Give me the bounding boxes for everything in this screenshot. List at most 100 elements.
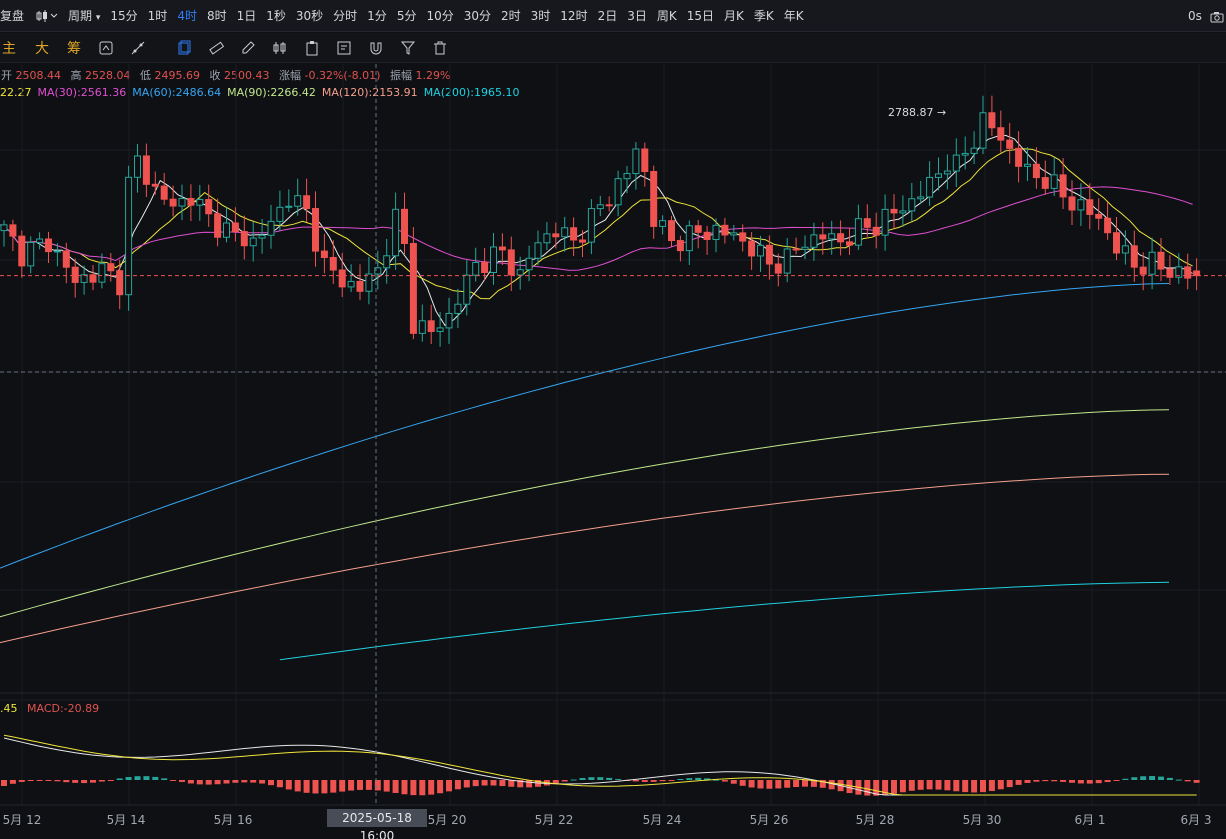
interval-button[interactable]: 1秒	[266, 8, 286, 23]
close-label: 收	[209, 69, 221, 82]
macd-bar	[187, 780, 194, 784]
interval-button[interactable]: 4时	[177, 8, 197, 23]
candle-body	[294, 195, 302, 207]
macd-bar	[757, 780, 764, 789]
price-chart[interactable]	[0, 64, 1226, 807]
candle-body	[952, 154, 960, 172]
interval-button[interactable]: 周K	[656, 8, 677, 23]
interval-button[interactable]: 1分	[367, 8, 387, 23]
candle-body	[623, 173, 631, 180]
candle-body	[792, 248, 800, 251]
candle-body	[98, 263, 106, 283]
restore-button[interactable]: 复盘	[0, 8, 25, 23]
interval-button[interactable]: 月K	[724, 8, 744, 23]
macd-bar	[490, 780, 497, 786]
macd-pane	[1, 734, 1200, 796]
indicator-button[interactable]: 大	[35, 40, 49, 57]
macd-bar	[899, 780, 906, 793]
macd-bar	[1175, 779, 1182, 781]
candle-body	[1006, 139, 1014, 149]
macd-bar	[508, 780, 515, 787]
filter-button[interactable]	[392, 33, 424, 63]
candle-body	[596, 204, 604, 210]
candle-body	[249, 237, 257, 247]
macd-bar	[1095, 780, 1102, 784]
candle-body	[783, 248, 791, 274]
macd-bar	[606, 777, 613, 780]
candle-body	[1032, 163, 1040, 179]
macd-bar	[659, 780, 666, 782]
candle-compare-button[interactable]	[264, 33, 296, 63]
indicator-template-icon	[99, 41, 113, 54]
ma-legend-item: MA(60):2486.64	[132, 86, 222, 99]
interval-button[interactable]: 1时	[147, 8, 168, 23]
interval-button[interactable]: 15日	[686, 8, 715, 23]
filter-icon	[400, 41, 416, 55]
candle-body	[668, 220, 675, 242]
x-axis-label: 6月 1	[1074, 813, 1106, 827]
macd-bar	[517, 780, 524, 788]
interval-button[interactable]: 3日	[627, 8, 647, 23]
dea-value: .45	[0, 702, 18, 715]
macd-bar	[748, 780, 755, 788]
trash-button[interactable]	[424, 33, 456, 63]
indicator-template-button[interactable]	[90, 33, 122, 63]
candle-body	[587, 208, 595, 243]
interval-button[interactable]: 分时	[333, 8, 358, 23]
macd-bar	[1077, 780, 1084, 784]
candle-body	[365, 273, 373, 292]
interval-button[interactable]: 季K	[753, 8, 774, 23]
macd-bar	[463, 780, 470, 788]
candle-body	[53, 250, 61, 253]
candle-body	[926, 176, 934, 198]
interval-button[interactable]: 2日	[597, 8, 618, 23]
clipboard-button[interactable]	[296, 33, 328, 63]
high-label: 高	[70, 69, 82, 82]
note-button[interactable]	[328, 33, 360, 63]
candle-body	[409, 242, 417, 334]
interval-button[interactable]: 10分	[426, 8, 454, 23]
indicator-button[interactable]: 主	[2, 40, 16, 57]
interval-button[interactable]: 30分	[463, 8, 492, 23]
interval-button[interactable]: 2时	[501, 8, 521, 23]
indicator-button[interactable]: 筹	[67, 40, 81, 57]
interval-button[interactable]: 3时	[530, 8, 551, 23]
screenshot-button[interactable]	[1206, 0, 1226, 32]
interval-button[interactable]: 12时	[560, 8, 588, 23]
interval-button[interactable]: 15分	[110, 8, 138, 23]
interval-button[interactable]: 8时	[206, 8, 227, 23]
select-button[interactable]	[168, 33, 200, 63]
period-dropdown[interactable]: 周期 ▾	[63, 0, 105, 32]
candle-body	[116, 270, 124, 296]
ma-lines	[0, 134, 1193, 661]
ma-legend-item: 22.27	[0, 86, 32, 99]
amplitude-value: 1.29%	[415, 69, 451, 82]
candle-body	[187, 197, 195, 206]
pencil-button[interactable]	[232, 33, 264, 63]
interval-button[interactable]: 1日	[236, 8, 257, 23]
macd-bar	[677, 778, 684, 780]
macd-bar	[357, 780, 363, 790]
macd-bar	[1060, 780, 1067, 782]
candle-body	[632, 148, 640, 175]
candle-body	[1157, 251, 1165, 270]
magnet-button[interactable]	[360, 33, 392, 63]
candle-body	[872, 226, 880, 236]
macd-bar	[321, 780, 328, 794]
high-price-marker: 2788.87 →	[888, 106, 947, 119]
macd-bar	[1158, 776, 1164, 780]
interval-button[interactable]: 5分	[396, 8, 417, 23]
chart-grid	[0, 64, 1226, 806]
ruler-button[interactable]	[200, 33, 232, 63]
interval-button[interactable]: 年K	[783, 8, 804, 23]
candle-body	[258, 234, 266, 239]
candle-body	[445, 312, 453, 329]
drawing-tools-button[interactable]	[122, 33, 154, 63]
candle-body	[1041, 177, 1049, 189]
interval-button[interactable]: 30秒	[295, 8, 324, 23]
macd-bar	[988, 780, 995, 792]
chart-type-button[interactable]	[31, 0, 63, 32]
candle-body	[196, 199, 204, 206]
macd-bar	[1140, 776, 1147, 780]
macd-bar	[588, 777, 595, 780]
